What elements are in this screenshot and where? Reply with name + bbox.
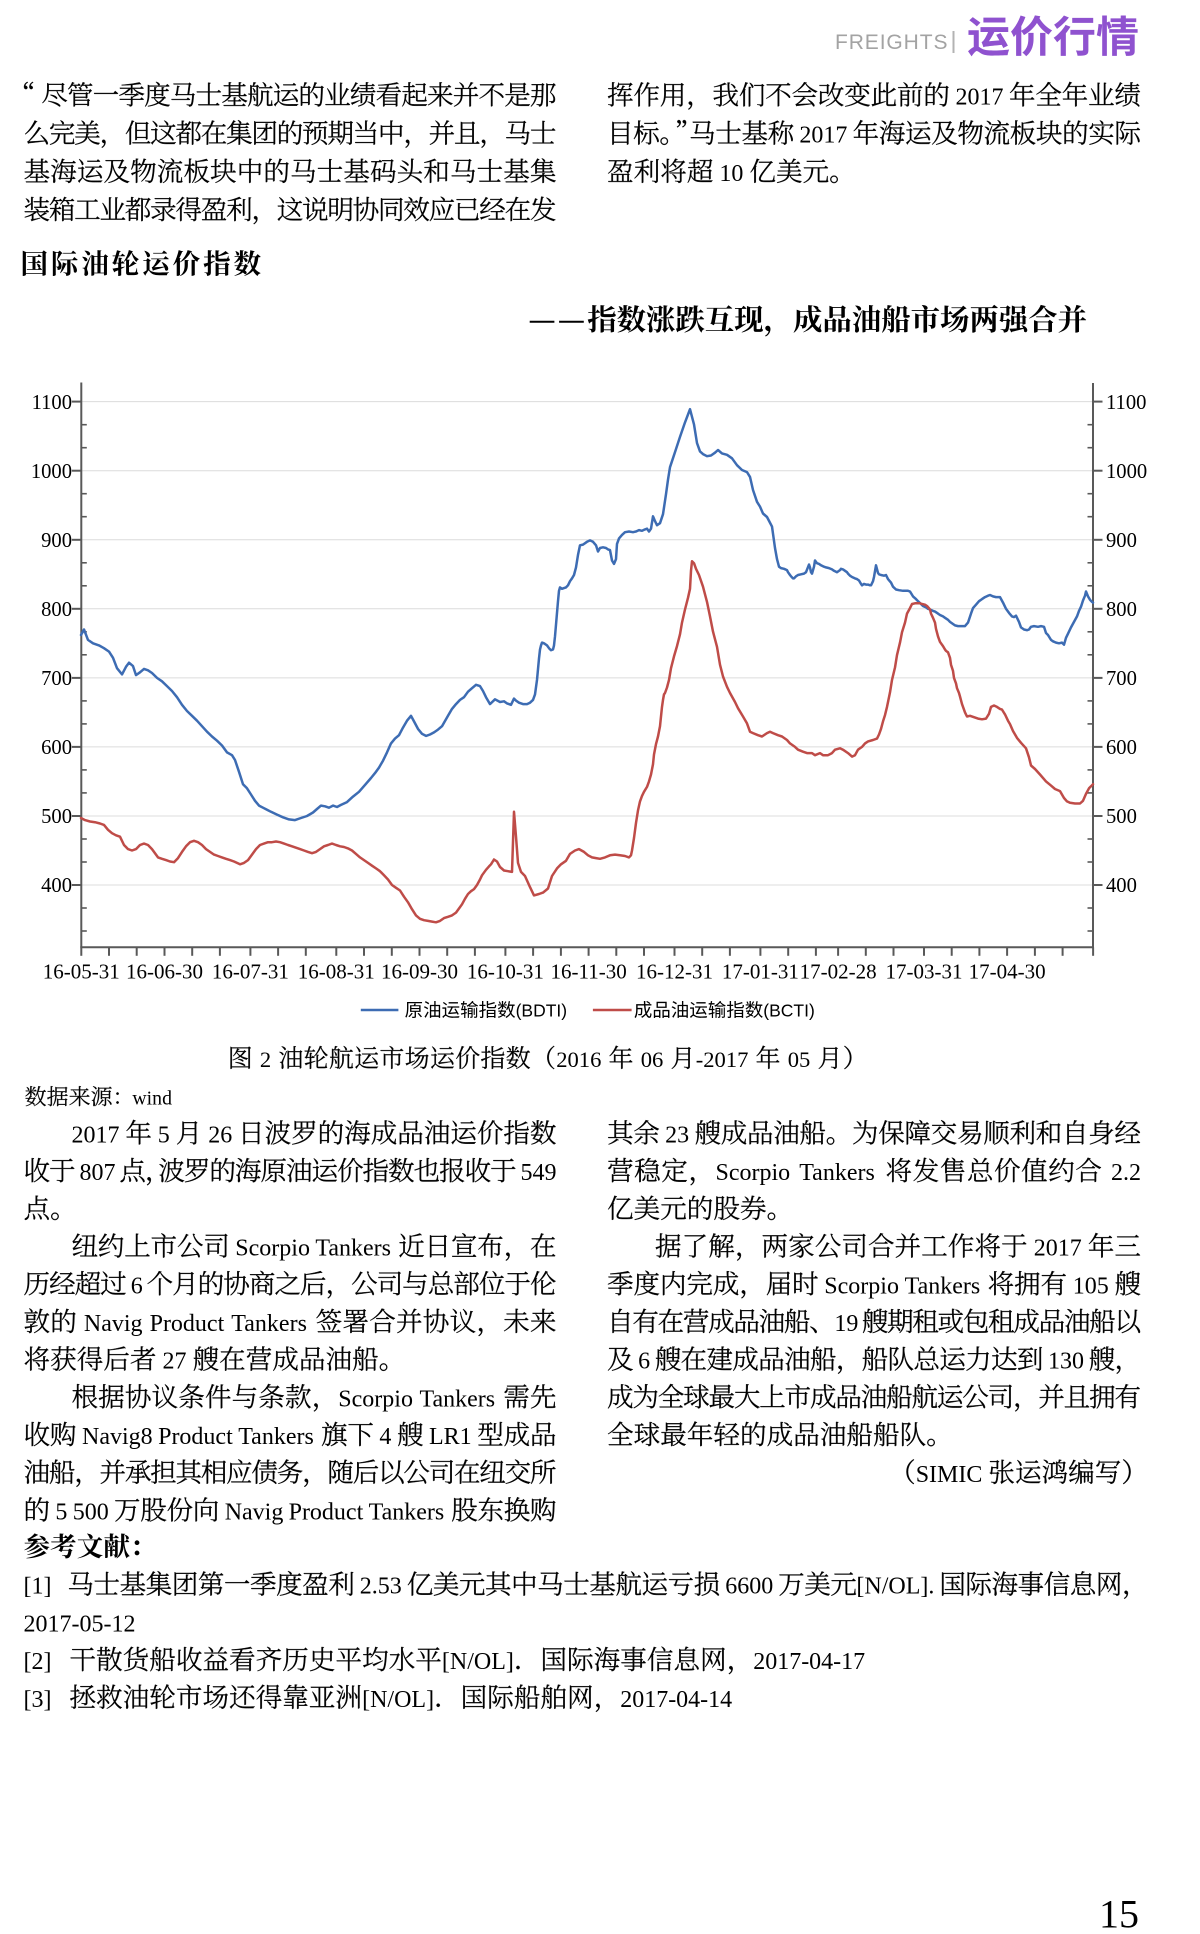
svg-text:6: 6: [638, 1349, 650, 1375]
svg-text:600: 600: [1106, 737, 1137, 759]
svg-text:Tankers: Tankers: [231, 1311, 307, 1337]
svg-text:1100: 1100: [32, 392, 72, 414]
svg-text:Scorpio: Scorpio: [338, 1386, 413, 1412]
svg-text:23: 23: [665, 1123, 689, 1149]
svg-text:105: 105: [1073, 1273, 1109, 1299]
svg-text:LR1: LR1: [429, 1424, 472, 1450]
svg-text:2017: 2017: [956, 85, 1004, 111]
svg-text:Tankers: Tankers: [799, 1160, 875, 1186]
svg-text:[N/OL].: [N/OL].: [856, 1574, 934, 1600]
svg-text:400: 400: [1106, 875, 1137, 897]
svg-text:17-04-30: 17-04-30: [969, 960, 1046, 984]
svg-text:807: 807: [80, 1160, 116, 1186]
svg-text:[1]: [1]: [24, 1574, 52, 1600]
svg-text:700: 700: [1106, 668, 1137, 690]
svg-text:Scorpio: Scorpio: [235, 1236, 310, 1262]
svg-text:Scorpio: Scorpio: [716, 1160, 791, 1186]
svg-text:Navig: Navig: [84, 1311, 143, 1337]
svg-text:6: 6: [131, 1273, 143, 1299]
svg-text:1000: 1000: [1106, 461, 1147, 483]
svg-text:(BDTI): (BDTI): [516, 1001, 568, 1021]
svg-text:2017-04-17: 2017-04-17: [753, 1649, 865, 1675]
svg-text:16-12-31: 16-12-31: [636, 960, 713, 984]
svg-text:900: 900: [41, 530, 72, 552]
svg-text:16-07-31: 16-07-31: [212, 960, 289, 984]
svg-text:500: 500: [73, 1500, 109, 1526]
svg-text:wind: wind: [132, 1088, 172, 1110]
svg-text:2017: 2017: [799, 123, 847, 149]
svg-text:1000: 1000: [31, 461, 72, 483]
svg-text:15: 15: [1099, 1892, 1139, 1934]
svg-text:900: 900: [1106, 530, 1137, 552]
svg-text:SIMIC: SIMIC: [916, 1462, 983, 1488]
svg-text:17-02-28: 17-02-28: [800, 960, 877, 984]
svg-text:Tankers: Tankers: [238, 1424, 314, 1450]
svg-text:16-08-31: 16-08-31: [298, 960, 375, 984]
svg-text:1100: 1100: [1106, 392, 1146, 414]
svg-text:Product: Product: [289, 1500, 364, 1526]
svg-text:Navig8: Navig8: [82, 1424, 153, 1450]
svg-text:2017-05-12: 2017-05-12: [24, 1611, 136, 1637]
svg-text:600: 600: [41, 737, 72, 759]
svg-text:17-03-31: 17-03-31: [886, 960, 963, 984]
svg-text:5: 5: [158, 1123, 170, 1149]
svg-text:2017-04-14: 2017-04-14: [620, 1687, 732, 1713]
svg-text:[2]: [2]: [24, 1649, 52, 1675]
svg-text:400: 400: [41, 875, 72, 897]
svg-text:2.2: 2.2: [1111, 1160, 1141, 1186]
svg-text:2016: 2016: [556, 1047, 601, 1072]
svg-text:800: 800: [41, 599, 72, 621]
svg-text:[3]: [3]: [24, 1687, 52, 1713]
svg-text:10: 10: [719, 161, 743, 187]
svg-text:549: 549: [521, 1160, 557, 1186]
svg-text:130: 130: [1048, 1349, 1084, 1375]
svg-text:5: 5: [55, 1500, 67, 1526]
svg-text:Product: Product: [158, 1424, 233, 1450]
svg-text:FREIGHTS: FREIGHTS: [835, 31, 948, 54]
svg-text:27: 27: [163, 1349, 187, 1375]
svg-text:Navig: Navig: [225, 1500, 284, 1526]
svg-text:-2017: -2017: [696, 1047, 749, 1072]
svg-text:16-05-31: 16-05-31: [43, 960, 120, 984]
svg-text:16-09-30: 16-09-30: [381, 960, 458, 984]
svg-text:4: 4: [379, 1424, 391, 1450]
svg-text:2017: 2017: [72, 1123, 120, 1149]
svg-text:16-06-30: 16-06-30: [126, 960, 203, 984]
svg-text:26: 26: [208, 1123, 232, 1149]
svg-text:2.53: 2.53: [360, 1574, 402, 1600]
svg-text:Product: Product: [150, 1311, 225, 1337]
svg-text:17-01-31: 17-01-31: [722, 960, 799, 984]
svg-text:16-10-31: 16-10-31: [467, 960, 544, 984]
svg-text:05: 05: [788, 1047, 811, 1072]
svg-text:Tankers: Tankers: [905, 1273, 981, 1299]
svg-text:2: 2: [260, 1047, 271, 1072]
svg-text:[N/OL]: [N/OL]: [442, 1649, 514, 1675]
svg-text:19: 19: [834, 1311, 858, 1337]
svg-text:700: 700: [41, 668, 72, 690]
svg-text:Tankers: Tankers: [420, 1386, 496, 1412]
svg-text:06: 06: [641, 1047, 664, 1072]
svg-text:500: 500: [1106, 806, 1137, 828]
svg-text:16-11-30: 16-11-30: [550, 960, 626, 984]
svg-text:[N/OL]: [N/OL]: [362, 1687, 434, 1713]
svg-text:800: 800: [1106, 599, 1137, 621]
svg-text:Tankers: Tankers: [369, 1500, 445, 1526]
svg-text:6600: 6600: [725, 1574, 773, 1600]
svg-text:Scorpio: Scorpio: [824, 1273, 899, 1299]
svg-text:(BCTI): (BCTI): [763, 1001, 815, 1021]
svg-text:Tankers: Tankers: [315, 1236, 391, 1262]
svg-text:2017: 2017: [1034, 1236, 1082, 1262]
svg-text:500: 500: [41, 806, 72, 828]
